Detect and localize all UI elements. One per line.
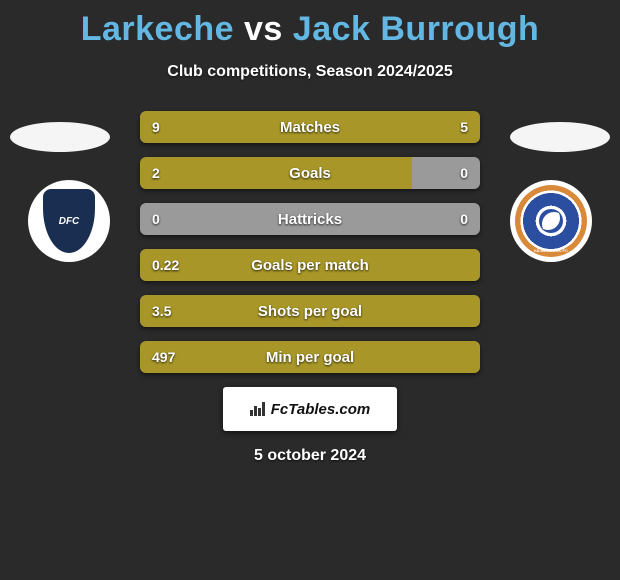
player2-photo xyxy=(510,122,610,152)
stat-row: 497Min per goal xyxy=(140,341,480,373)
club-right-text: KILMARNOCK FC xyxy=(515,248,587,253)
fctables-label: FcTables.com xyxy=(271,401,370,418)
bar-chart-icon xyxy=(250,402,265,416)
stat-row: 0.22Goals per match xyxy=(140,249,480,281)
comparison-title: Larkeche vs Jack Burrough xyxy=(0,0,620,49)
stat-row: 20Goals xyxy=(140,157,480,189)
stat-label: Goals per match xyxy=(140,249,480,281)
player1-photo xyxy=(10,122,110,152)
stat-label: Goals xyxy=(140,157,480,189)
stat-label: Matches xyxy=(140,111,480,143)
player2-name: Jack Burrough xyxy=(293,10,539,48)
stats-container: 95Matches 20Goals 00Hattricks 0.22Goals per… xyxy=(140,111,480,373)
stat-label: Hattricks xyxy=(140,203,480,235)
stat-label: Min per goal xyxy=(140,341,480,373)
kilmarnock-circle-icon: KILMARNOCK FC xyxy=(515,185,587,257)
club-logo-left: DFC xyxy=(28,180,110,262)
stat-label: Shots per goal xyxy=(140,295,480,327)
dundee-shield-icon: DFC xyxy=(43,189,95,253)
comparison-subtitle: Club competitions, Season 2024/2025 xyxy=(0,63,620,81)
club-logo-right: KILMARNOCK FC xyxy=(510,180,592,262)
club-left-abbrev: DFC xyxy=(59,216,80,227)
stat-row: 00Hattricks xyxy=(140,203,480,235)
comparison-date: 5 october 2024 xyxy=(0,447,620,465)
fctables-badge[interactable]: FcTables.com xyxy=(223,387,397,431)
stat-row: 95Matches xyxy=(140,111,480,143)
player1-name: Larkeche xyxy=(81,10,234,48)
vs-text: vs xyxy=(244,10,283,48)
soccer-ball-icon xyxy=(539,209,563,233)
stat-row: 3.5Shots per goal xyxy=(140,295,480,327)
